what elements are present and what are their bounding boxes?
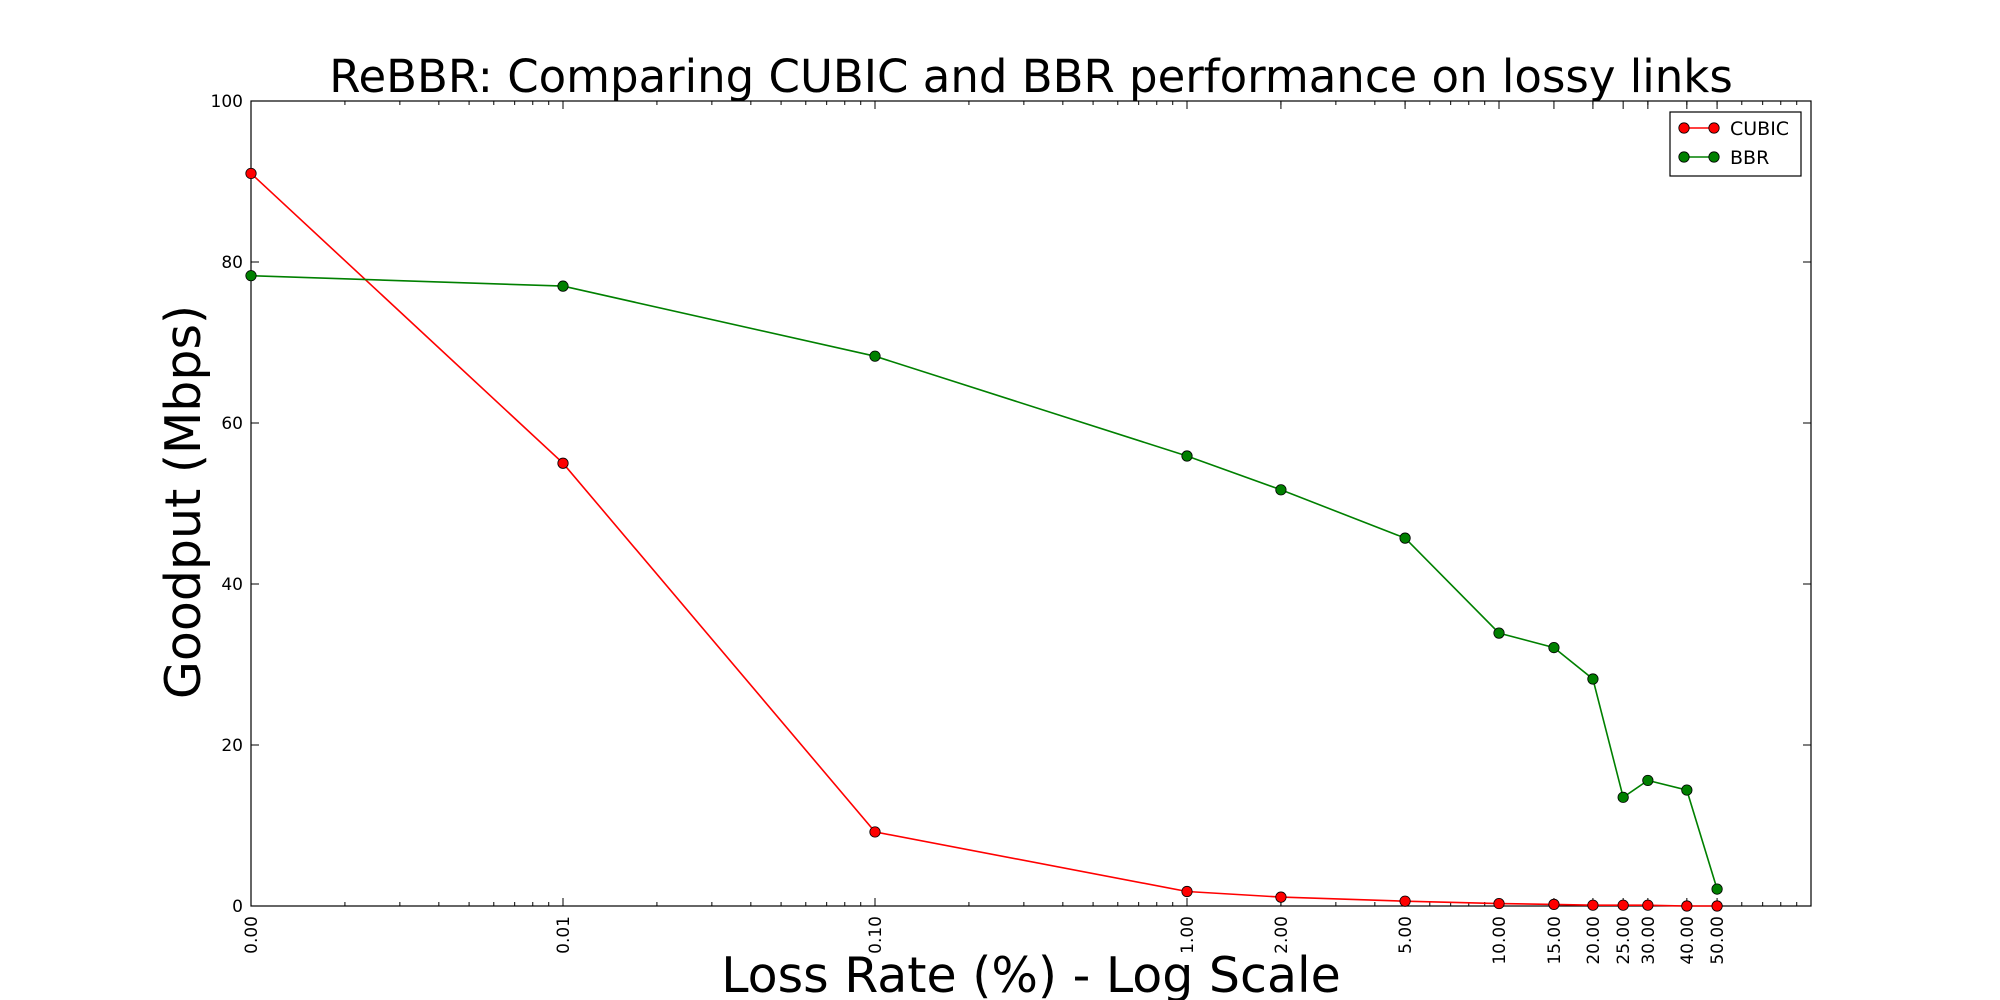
data-point-bbr (1711, 883, 1723, 895)
y-tick-label: 60 (221, 414, 243, 434)
data-point-bbr (1493, 627, 1505, 639)
legend-box (1669, 111, 1802, 177)
legend-label-cubic: CUBIC (1730, 118, 1789, 140)
x-tick-label: 25.00 (1614, 916, 1634, 965)
plot-frame (250, 100, 1812, 907)
x-tick-label: 1.00 (1178, 916, 1198, 954)
x-tick-label: 15.00 (1545, 916, 1565, 965)
data-point-bbr (1617, 791, 1629, 803)
data-point-cubic (557, 457, 569, 469)
data-point-bbr (869, 350, 881, 362)
y-axis-label: Goodput (Mbps) (155, 305, 212, 699)
legend-label-bbr: BBR (1730, 147, 1769, 169)
y-tick-label: 40 (221, 575, 243, 595)
data-point-cubic (1587, 899, 1599, 911)
legend-marker-bbr (1708, 151, 1720, 163)
data-point-bbr (245, 270, 257, 282)
x-tick-label: 0.00 (242, 916, 262, 954)
x-tick-label: 0.10 (866, 916, 886, 954)
x-tick-label: 5.00 (1396, 916, 1416, 954)
data-point-bbr (1399, 532, 1411, 544)
data-point-cubic (1399, 895, 1411, 907)
legend-marker-bbr (1678, 151, 1690, 163)
plot-area: 0.00 0.01 0.10 1.00 2.00 5.00 10.00 15.00 20.00 2… (211, 92, 1812, 965)
y-tick-label: 0 (232, 897, 243, 917)
data-point-cubic (1642, 899, 1654, 911)
x-axis-label: Loss Rate (%) - Log Scale (721, 947, 1341, 1000)
data-point-bbr (557, 280, 569, 292)
x-tick-label: 2.00 (1272, 916, 1292, 954)
data-point-cubic (1617, 899, 1629, 911)
data-point-bbr (1548, 641, 1560, 654)
data-point-cubic (1548, 898, 1560, 910)
x-tick-label: 10.00 (1490, 916, 1510, 965)
y-tick-label: 20 (221, 736, 243, 756)
data-point-cubic (1681, 900, 1693, 912)
data-point-cubic (1493, 897, 1505, 910)
y-tick-label: 80 (221, 253, 243, 273)
data-point-cubic (869, 826, 881, 838)
data-point-bbr (1642, 774, 1654, 787)
legend-marker-cubic (1708, 122, 1720, 134)
data-point-cubic (1181, 885, 1193, 898)
x-tick-label: 50.00 (1708, 916, 1728, 965)
x-tick-label: 20.00 (1584, 916, 1604, 965)
x-tick-label: 40.00 (1678, 916, 1698, 965)
legend-marker-cubic (1678, 122, 1690, 134)
chart-title: ReBBR: Comparing CUBIC and BBR performan… (329, 50, 1733, 103)
legend: CUBIC BBR (1669, 111, 1802, 177)
data-point-cubic (245, 167, 257, 180)
y-tick-label: 100 (211, 92, 243, 112)
data-point-bbr (1181, 450, 1193, 462)
data-point-bbr (1275, 484, 1287, 496)
x-tick-label: 0.01 (554, 916, 574, 954)
data-point-cubic (1711, 900, 1723, 912)
data-point-cubic (1275, 891, 1287, 903)
data-point-bbr (1587, 673, 1599, 685)
data-point-bbr (1681, 784, 1693, 796)
series-line-bbr (250, 274, 1718, 890)
x-tick-label: 30.00 (1639, 916, 1659, 965)
